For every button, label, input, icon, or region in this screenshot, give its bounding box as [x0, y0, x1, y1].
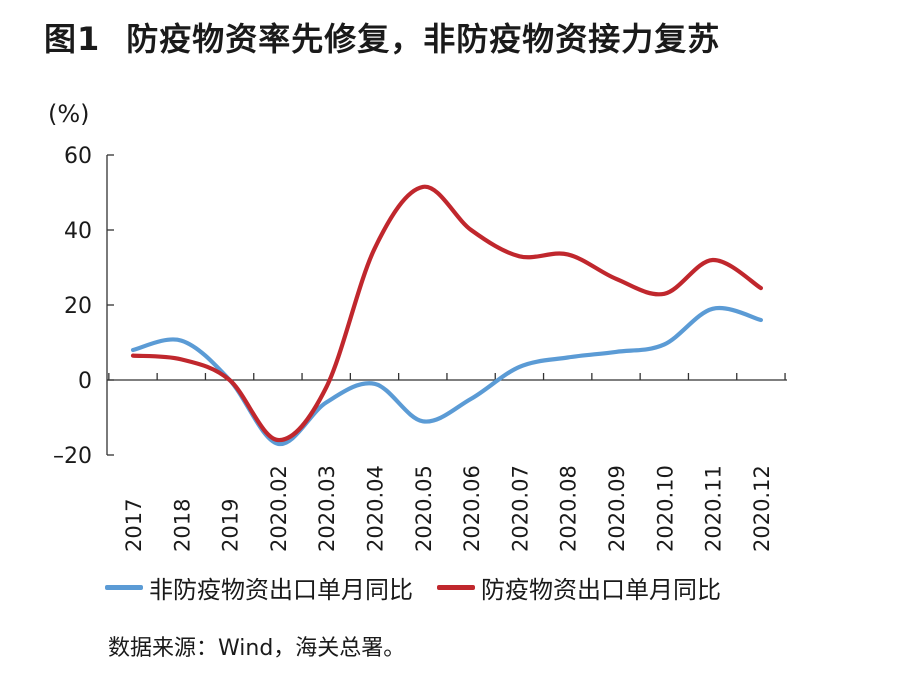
- x-tick-label: 2019: [219, 499, 243, 552]
- x-tick-label: 2020.05: [412, 465, 436, 552]
- x-tick-label: 2020.02: [267, 465, 291, 552]
- series-line-epidemic: [130, 184, 763, 443]
- legend-swatch-blue: [105, 585, 143, 590]
- legend-item-non-epidemic: 非防疫物资出口单月同比: [105, 570, 413, 605]
- x-tick-label: 2020.06: [460, 465, 484, 552]
- chart-title: 图1 防疫物资率先修复，非防疫物资接力复苏: [44, 14, 720, 60]
- x-tick-label: 2020.11: [702, 465, 726, 552]
- x-tick-label: 2017: [122, 499, 146, 552]
- y-axis-unit: (%): [48, 100, 90, 128]
- y-tick-label: 0: [78, 369, 92, 394]
- x-tick-label: 2020.10: [653, 465, 677, 552]
- figure-number: 图1: [44, 20, 101, 58]
- x-tick-label: 2020.03: [315, 465, 339, 552]
- y-tick-label: 20: [64, 294, 92, 319]
- y-tick-label: 60: [64, 144, 92, 169]
- y-tick-label: –20: [53, 444, 92, 469]
- x-tick-label: 2020.04: [364, 465, 388, 552]
- legend-label-epidemic: 防疫物资出口单月同比: [481, 576, 721, 604]
- legend-item-epidemic: 防疫物资出口单月同比: [437, 570, 721, 605]
- legend: 非防疫物资出口单月同比 防疫物资出口单月同比: [105, 570, 745, 605]
- x-tick-label: 2020.09: [605, 465, 629, 552]
- legend-label-non-epidemic: 非防疫物资出口单月同比: [149, 576, 413, 604]
- x-tick-label: 2018: [170, 499, 194, 552]
- data-source: 数据来源：Wind，海关总署。: [108, 636, 406, 661]
- x-tick-label: 2020.07: [508, 465, 532, 552]
- legend-swatch-red: [437, 585, 475, 590]
- x-tick-label: 2020.12: [750, 465, 774, 552]
- figure-title: 防疫物资率先修复，非防疫物资接力复苏: [126, 20, 721, 58]
- y-tick-label: 40: [64, 219, 92, 244]
- x-tick-label: 2020.08: [557, 465, 581, 552]
